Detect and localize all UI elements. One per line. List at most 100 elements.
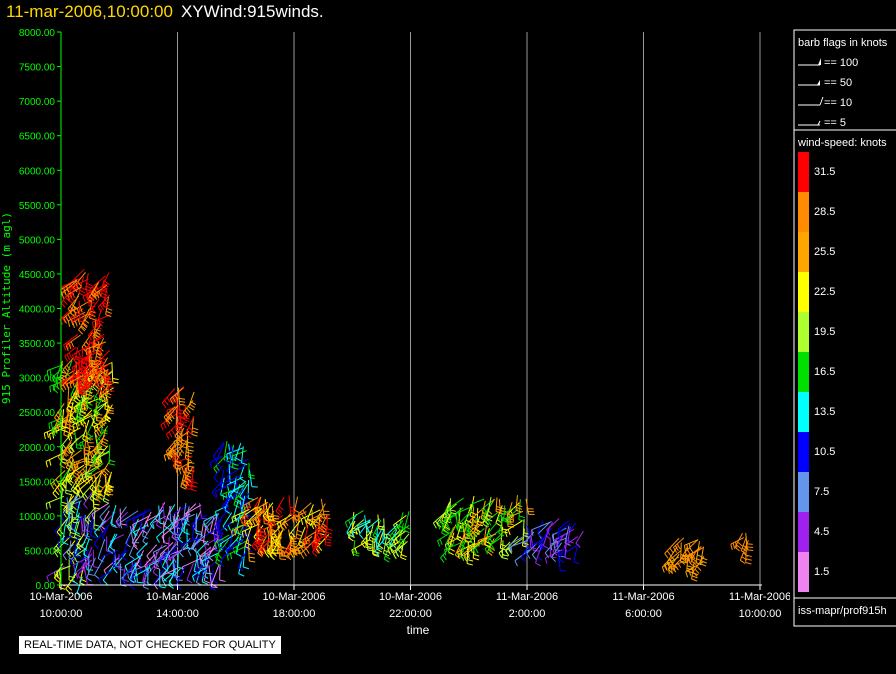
wind-barb — [174, 449, 182, 470]
wind-barb — [67, 284, 79, 304]
wind-barb — [85, 456, 93, 479]
colorbar-label: 16.5 — [814, 366, 835, 378]
wind-barb — [230, 480, 247, 500]
colorbar-swatch — [798, 432, 809, 472]
wind-barb — [129, 563, 137, 584]
title-product: XYWind:915winds. — [180, 2, 324, 21]
wind-barb — [190, 467, 198, 492]
wind-barb — [81, 517, 88, 537]
wind-barb — [239, 483, 249, 501]
wind-barb — [276, 533, 285, 555]
wind-barb — [106, 536, 113, 553]
colorbar-swatch — [798, 152, 809, 192]
colorbar-swatch — [798, 392, 809, 432]
wind-barb — [63, 307, 76, 324]
colorbar-label: 19.5 — [814, 326, 835, 338]
wind-barb — [113, 552, 127, 574]
wind-barb — [217, 522, 231, 538]
wind-barb — [78, 276, 87, 297]
wind-barb — [63, 334, 78, 351]
wind-barb — [185, 416, 195, 439]
wind-barb — [204, 513, 216, 531]
colorbar-swatch — [798, 232, 809, 272]
wind-barb — [95, 483, 107, 503]
wind-barb — [325, 515, 333, 539]
wind-barb — [116, 511, 129, 528]
wind-barb — [211, 476, 226, 498]
wind-barb — [146, 544, 158, 562]
wind-barb — [203, 513, 218, 528]
wind-barb — [83, 435, 91, 456]
wind-barb — [177, 519, 189, 544]
wind-barb — [66, 514, 79, 532]
colorbar-label: 10.5 — [814, 446, 835, 458]
wind-barb — [91, 502, 110, 520]
wind-barb — [226, 546, 246, 561]
wind-barb — [103, 475, 111, 497]
wind-barb — [171, 517, 181, 541]
wind-barb — [129, 569, 136, 590]
wind-barb — [201, 552, 218, 567]
qc-disclaimer: REAL-TIME DATA, NOT CHECKED FOR QUALITY — [19, 636, 281, 654]
wind-barb — [166, 439, 179, 460]
wind-barb — [248, 470, 258, 488]
wind-barb — [102, 289, 110, 309]
wind-barb — [68, 512, 75, 531]
wind-barb — [77, 374, 86, 394]
wind-barb — [187, 539, 201, 557]
wind-barb — [222, 495, 237, 511]
wind-barb — [67, 295, 80, 314]
wind-barb — [95, 368, 109, 383]
wind-barb — [81, 533, 89, 551]
wind-barb — [186, 563, 194, 584]
wind-barb — [225, 538, 245, 556]
colorbar-label: 13.5 — [814, 406, 835, 418]
wind-barb — [163, 406, 176, 423]
wind-barb — [122, 563, 136, 585]
wind-barb — [48, 426, 67, 440]
wind-barb — [62, 357, 74, 375]
wind-barb — [45, 451, 66, 468]
wind-barb — [275, 496, 285, 516]
wind-barb — [193, 556, 201, 581]
wind-barb — [107, 471, 115, 491]
wind-barb — [119, 508, 127, 526]
wind-barb — [175, 439, 189, 459]
wind-barb — [220, 477, 227, 498]
wind-barb — [86, 557, 96, 582]
wind-barb — [209, 455, 224, 469]
wind-barb — [67, 427, 81, 441]
barb-legend-label: == 100 — [824, 57, 858, 69]
wind-barb — [219, 564, 226, 582]
barb-legend-label: == 5 — [824, 117, 846, 129]
wind-barb — [195, 516, 202, 533]
wind-barb — [214, 482, 235, 498]
chart-title: 11-mar-2006,10:00:00 XYWind:915winds. — [6, 2, 324, 22]
wind-barb — [103, 557, 119, 576]
wind-barb — [324, 528, 332, 547]
wind-barb — [101, 365, 111, 383]
wind-barb — [95, 445, 109, 466]
wind-barb — [258, 539, 272, 557]
wind-barb — [255, 525, 263, 545]
wind-barb — [98, 410, 109, 429]
colorbar-swatch — [798, 472, 809, 512]
wind-barb — [62, 525, 69, 546]
colorbar-title: wind-speed: knots — [797, 137, 887, 149]
wind-barb — [213, 465, 223, 483]
wind-barb — [72, 414, 93, 431]
wind-barb — [73, 347, 82, 365]
wind-barb — [271, 506, 280, 523]
wind-barb — [177, 387, 186, 406]
wind-barb — [65, 334, 81, 351]
wind-barb — [124, 554, 144, 572]
wind-barb — [89, 362, 102, 378]
wind-barb — [100, 279, 108, 299]
wind-barb — [247, 480, 255, 501]
wind-barb — [292, 542, 307, 558]
barb-legend-item: == 10 — [798, 96, 852, 109]
wind-barb — [66, 390, 77, 414]
colorbar-label: 31.5 — [814, 166, 835, 178]
wind-barb — [84, 506, 96, 525]
wind-barb — [63, 439, 73, 457]
